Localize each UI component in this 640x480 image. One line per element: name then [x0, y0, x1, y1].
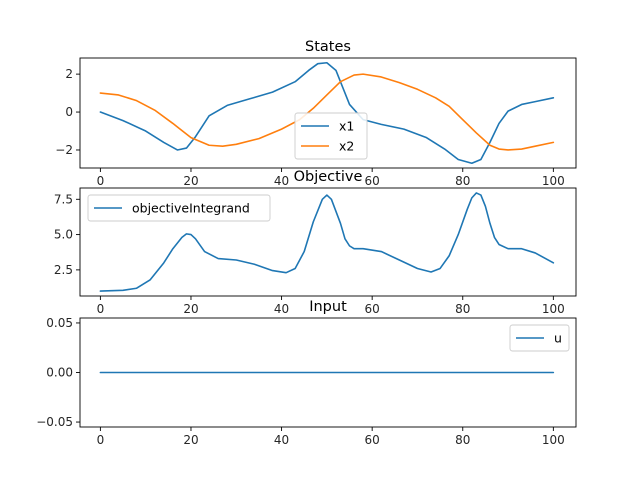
series-line-x2 [99, 73, 555, 151]
y-tick-label: −2 [55, 143, 73, 157]
legend: u [509, 324, 570, 352]
x-tick-label: 80 [455, 174, 470, 188]
x-tick-label: 60 [365, 174, 380, 188]
legend-label-x1: x1 [339, 119, 354, 134]
x-tick-label: 100 [542, 174, 565, 188]
x-tick-label: 60 [365, 433, 380, 447]
chart-title: Objective [294, 169, 363, 185]
chart-title: Input [309, 299, 347, 315]
series-line-objectiveIntegrand [99, 192, 555, 292]
x-tick-label: 80 [455, 302, 470, 316]
y-tick-label: 5.0 [54, 228, 73, 242]
y-tick-label: −0.05 [36, 415, 73, 429]
x-tick-label: 0 [97, 302, 105, 316]
x-tick-label: 20 [183, 433, 198, 447]
legend-label-u: u [554, 331, 562, 346]
axes-frame [79, 57, 577, 169]
panel-objective: Objective 0 20 40 60 80 100 2.5 5.0 7.5 objectiveI… [54, 169, 577, 316]
x-tick-label: 80 [455, 433, 470, 447]
chart-title: States [305, 39, 351, 55]
x-tick-label: 40 [274, 174, 289, 188]
y-tick-label: 0 [65, 105, 73, 119]
x-tick-label: 20 [183, 174, 198, 188]
x-tick-label: 40 [274, 433, 289, 447]
x-tick-label: 0 [97, 174, 105, 188]
legend-box [87, 194, 271, 222]
legend: objectiveIntegrand [87, 194, 271, 222]
legend-box [294, 112, 368, 160]
series-line-x1 [99, 61, 555, 165]
legend-label-objectiveIntegrand: objectiveIntegrand [132, 201, 250, 216]
y-tick-label: 0.05 [46, 316, 73, 330]
y-tick-label: 0.00 [46, 366, 73, 380]
x-tick-label: 0 [97, 433, 105, 447]
legend-label-x2: x2 [339, 139, 354, 154]
panel-input: Input 0 20 40 60 80 100 −0.05 0.00 0.05 u [36, 299, 577, 447]
y-tick-label: 2.5 [54, 263, 73, 277]
x-tick-label: 100 [542, 302, 565, 316]
y-tick-label: 7.5 [54, 192, 73, 206]
axes-frame [79, 187, 577, 297]
x-tick-label: 60 [365, 302, 380, 316]
x-tick-label: 20 [183, 302, 198, 316]
y-tick-label: 2 [65, 67, 73, 81]
x-tick-label: 100 [542, 433, 565, 447]
x-tick-label: 40 [274, 302, 289, 316]
